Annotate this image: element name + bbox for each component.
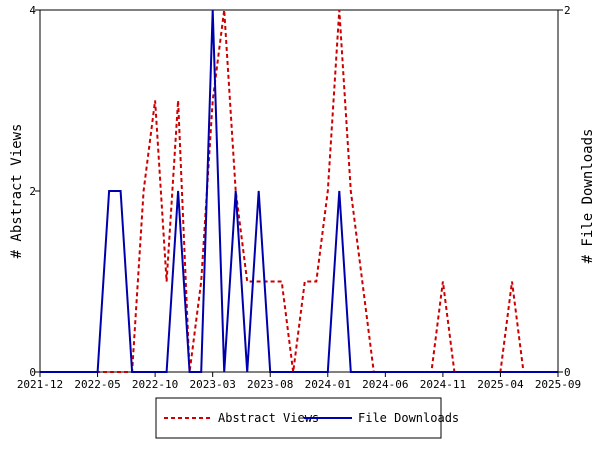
- y-axis-right-title: # File Downloads: [580, 129, 596, 264]
- legend: Abstract Views File Downloads: [155, 397, 459, 439]
- series-line-file-downloads: [40, 9, 558, 373]
- x-tick-label-2: 2022-10: [132, 378, 178, 391]
- y-left-tick-label-1: 2: [29, 185, 36, 198]
- y-left-tick-label-0: 0: [29, 366, 36, 379]
- x-tick-label-4: 2023-08: [247, 378, 293, 391]
- y-left-tick-label-2: 4: [29, 4, 36, 17]
- x-tick-label-5: 2024-01: [305, 378, 351, 391]
- x-tick-label-6: 2024-06: [362, 378, 408, 391]
- axis-layer: 2021-12 2022-05 2022-10 2023-03 2023-08 2024-…: [17, 4, 581, 391]
- x-tick-label-3: 2023-03: [189, 378, 235, 391]
- x-tick-label-9: 2025-09: [535, 378, 581, 391]
- plot-area: [39, 9, 559, 373]
- x-tick-label-7: 2024-11: [420, 378, 466, 391]
- x-tick-label-1: 2022-05: [74, 378, 120, 391]
- y-right-tick-label-0: 0: [564, 366, 571, 379]
- legend-label-abstract-views: Abstract Views: [218, 411, 319, 425]
- series-layer: [40, 9, 558, 373]
- y-axis-left-title: # Abstract Views: [9, 124, 25, 259]
- series-line-abstract-views: [40, 9, 558, 373]
- legend-box: [155, 397, 442, 439]
- x-tick-label-0: 2021-12: [17, 378, 63, 391]
- x-tick-label-8: 2025-04: [477, 378, 524, 391]
- y-right-tick-label-1: 2: [564, 4, 571, 17]
- legend-label-file-downloads: File Downloads: [358, 411, 459, 425]
